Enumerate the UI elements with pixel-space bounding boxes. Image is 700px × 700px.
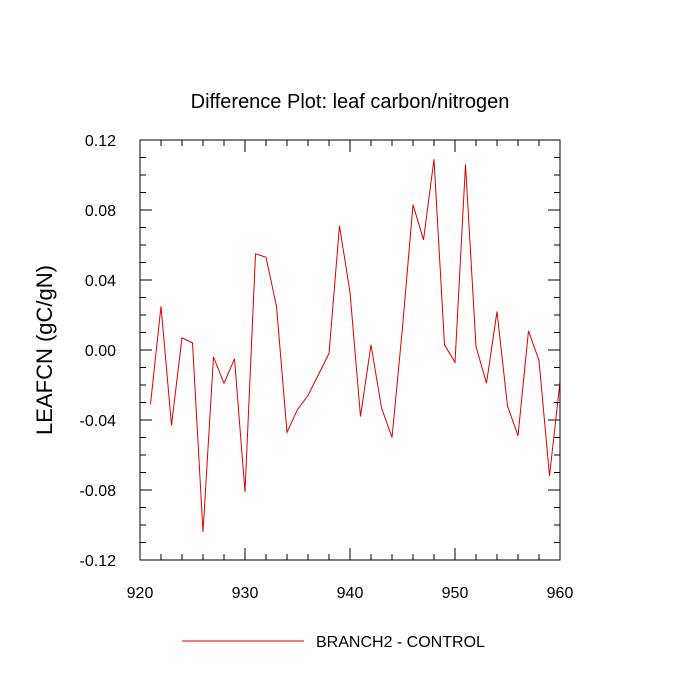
y-tick-label: 0.00 [85,343,116,360]
series-line [150,159,561,533]
axis-ticks [139,139,561,561]
series-group [150,159,561,533]
y-tick-label: 0.08 [85,203,116,220]
x-tick-label: 940 [337,585,364,602]
x-tick-label: 950 [442,585,469,602]
x-tick-label: 920 [127,585,154,602]
y-tick-label: -0.08 [80,483,117,500]
y-tick-label: 0.12 [85,133,116,150]
chart-title: Difference Plot: leaf carbon/nitrogen [191,91,510,113]
y-tick-label: 0.04 [85,273,116,290]
y-tick-label: -0.04 [80,413,117,430]
y-axis-label: LEAFCN (gC/gN) [32,265,57,435]
x-tick-label: 960 [547,585,574,602]
x-tick-label: 930 [232,585,259,602]
tick-labels: 920 930 940 950 960 -0.12 -0.08 -0.04 0.00 0.04 0.… [80,133,574,602]
plot-frame [139,139,561,561]
legend: BRANCH2 - CONTROL [182,634,485,651]
legend-label: BRANCH2 - CONTROL [316,634,485,651]
y-tick-label: -0.12 [80,553,117,570]
